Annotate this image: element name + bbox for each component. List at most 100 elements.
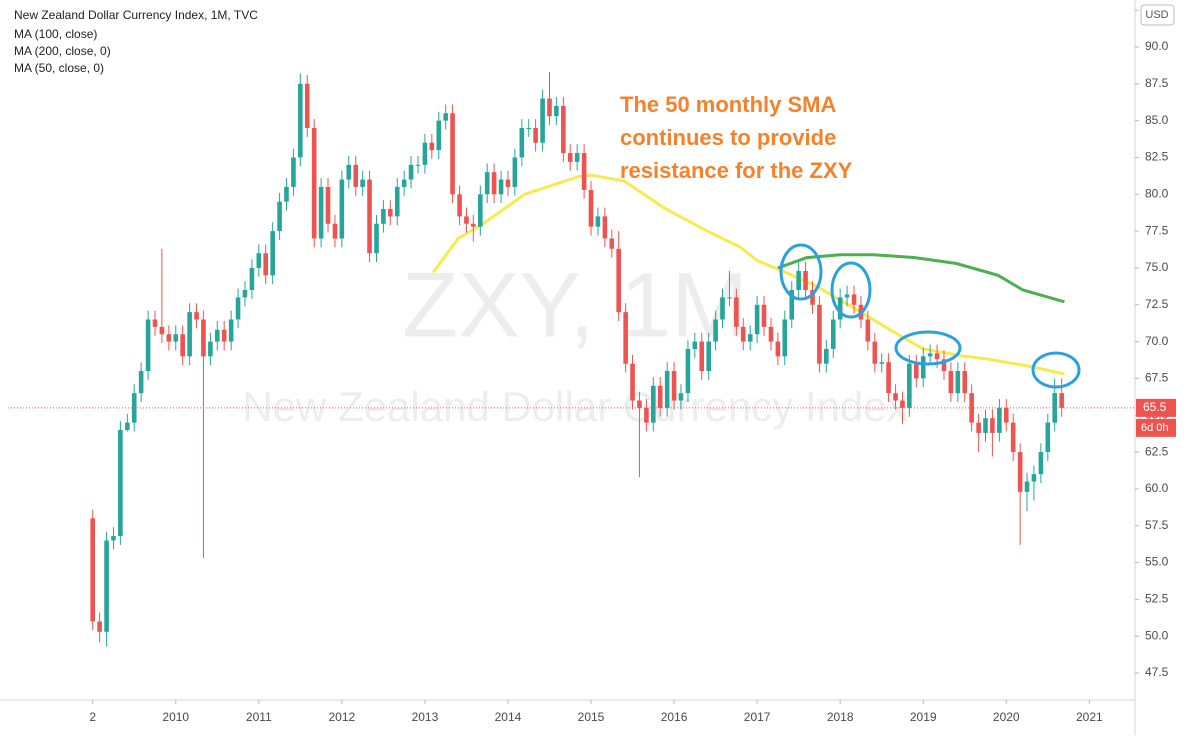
candle-body bbox=[325, 186, 331, 224]
countdown-label: 6d 0h bbox=[1141, 422, 1169, 434]
candle-body bbox=[830, 319, 836, 349]
candle-body bbox=[734, 297, 739, 327]
annotation: The 50 monthly SMA bbox=[620, 92, 836, 117]
candle-body bbox=[221, 329, 227, 342]
chart-title: New Zealand Dollar Currency Index, 1M, T… bbox=[14, 8, 258, 22]
candle-body bbox=[990, 418, 995, 433]
candle-body bbox=[844, 294, 850, 298]
x-tick-label: 2021 bbox=[1076, 710, 1103, 724]
candle-body bbox=[699, 341, 705, 372]
candle-body bbox=[810, 290, 815, 305]
candle-body bbox=[879, 362, 884, 364]
y-tick-label: 70.0 bbox=[1145, 334, 1169, 348]
candle-body bbox=[574, 153, 580, 162]
highlight-ellipse bbox=[894, 330, 962, 366]
candle-body bbox=[318, 186, 324, 239]
legend-entry: MA (100, close) bbox=[14, 27, 97, 41]
y-tick-label: 82.5 bbox=[1145, 150, 1169, 164]
candle-body bbox=[187, 312, 192, 357]
candle-body bbox=[228, 319, 234, 342]
candle-body bbox=[796, 270, 801, 291]
candle-body bbox=[782, 319, 788, 357]
y-tick-label: 55.0 bbox=[1145, 555, 1169, 569]
y-tick-label: 87.5 bbox=[1145, 76, 1169, 90]
candle-body bbox=[692, 341, 698, 349]
candle-body bbox=[934, 353, 940, 360]
candle-body bbox=[817, 304, 822, 364]
candle-body bbox=[547, 98, 552, 117]
currency-box bbox=[1140, 4, 1175, 26]
y-tick-label: 60.0 bbox=[1145, 481, 1169, 495]
candle-body bbox=[1010, 422, 1016, 453]
candle-body bbox=[920, 356, 926, 379]
y-tick-label: 90.0 bbox=[1145, 39, 1169, 53]
candle-body bbox=[332, 223, 338, 239]
candle-body bbox=[194, 312, 199, 320]
y-tick-label: 47.5 bbox=[1145, 665, 1169, 679]
y-tick-label: 62.5 bbox=[1145, 444, 1169, 458]
candle-body bbox=[125, 422, 130, 430]
watermark: ZXY, 1M bbox=[402, 254, 748, 356]
candle-body bbox=[242, 290, 248, 298]
highlight-ellipse bbox=[779, 243, 823, 301]
candle-body bbox=[498, 179, 504, 195]
candle-body bbox=[159, 326, 165, 335]
candle-body bbox=[1003, 407, 1009, 423]
candle-body bbox=[1038, 452, 1044, 475]
candle-body bbox=[277, 201, 282, 232]
candle-body bbox=[907, 363, 912, 408]
candle-body bbox=[97, 621, 102, 632]
candle-body bbox=[298, 83, 303, 158]
y-tick-label: 67.5 bbox=[1145, 371, 1169, 385]
x-tick-label: 2016 bbox=[661, 710, 688, 724]
x-tick-label: 2019 bbox=[910, 710, 937, 724]
y-tick-label: 75.0 bbox=[1145, 260, 1169, 274]
candle-body bbox=[671, 371, 677, 401]
candle-body bbox=[374, 223, 379, 254]
x-tick-label: 2 bbox=[89, 710, 96, 724]
candle-body bbox=[90, 518, 96, 622]
legend-entry: MA (200, close, 0) bbox=[14, 44, 111, 58]
y-tick-label: 85.0 bbox=[1145, 113, 1169, 127]
candle-body bbox=[415, 164, 421, 166]
candle-body bbox=[837, 297, 843, 320]
candle-body bbox=[775, 341, 781, 357]
candle-body bbox=[630, 363, 635, 401]
candle-body bbox=[997, 407, 1002, 433]
candle-body bbox=[637, 400, 642, 408]
candle-body bbox=[214, 329, 220, 342]
candle-body bbox=[927, 353, 933, 357]
price-box bbox=[1136, 398, 1176, 417]
x-tick-label: 2010 bbox=[162, 710, 189, 724]
x-tick-label: 2015 bbox=[578, 710, 605, 724]
candle-body bbox=[464, 216, 469, 224]
candle-body bbox=[104, 540, 109, 632]
candle-body bbox=[644, 407, 649, 423]
candle-body bbox=[346, 164, 352, 180]
y-tick-label: 52.5 bbox=[1145, 592, 1169, 606]
candle-body bbox=[893, 393, 898, 401]
candle-body bbox=[747, 334, 753, 342]
legend-entry: MA (50, close, 0) bbox=[14, 61, 104, 75]
candle-body bbox=[685, 348, 691, 394]
candle-body bbox=[270, 231, 275, 276]
candle-body bbox=[138, 371, 144, 394]
candle-body bbox=[540, 98, 545, 143]
candle-body bbox=[471, 223, 476, 227]
candle-body bbox=[678, 393, 684, 401]
price-label: 65.5 bbox=[1143, 400, 1167, 414]
candle-body bbox=[976, 422, 981, 433]
candle-body bbox=[872, 341, 878, 364]
candle-body bbox=[291, 157, 296, 187]
candle-body bbox=[111, 536, 116, 541]
candle-body bbox=[443, 113, 448, 121]
candle-body bbox=[657, 385, 663, 408]
candle-body bbox=[1059, 393, 1064, 408]
candle-body bbox=[422, 142, 428, 165]
highlight-ellipse bbox=[1031, 351, 1081, 389]
x-tick-label: 2012 bbox=[329, 710, 356, 724]
candle-body bbox=[436, 120, 442, 151]
annotation: continues to provide bbox=[620, 125, 836, 150]
